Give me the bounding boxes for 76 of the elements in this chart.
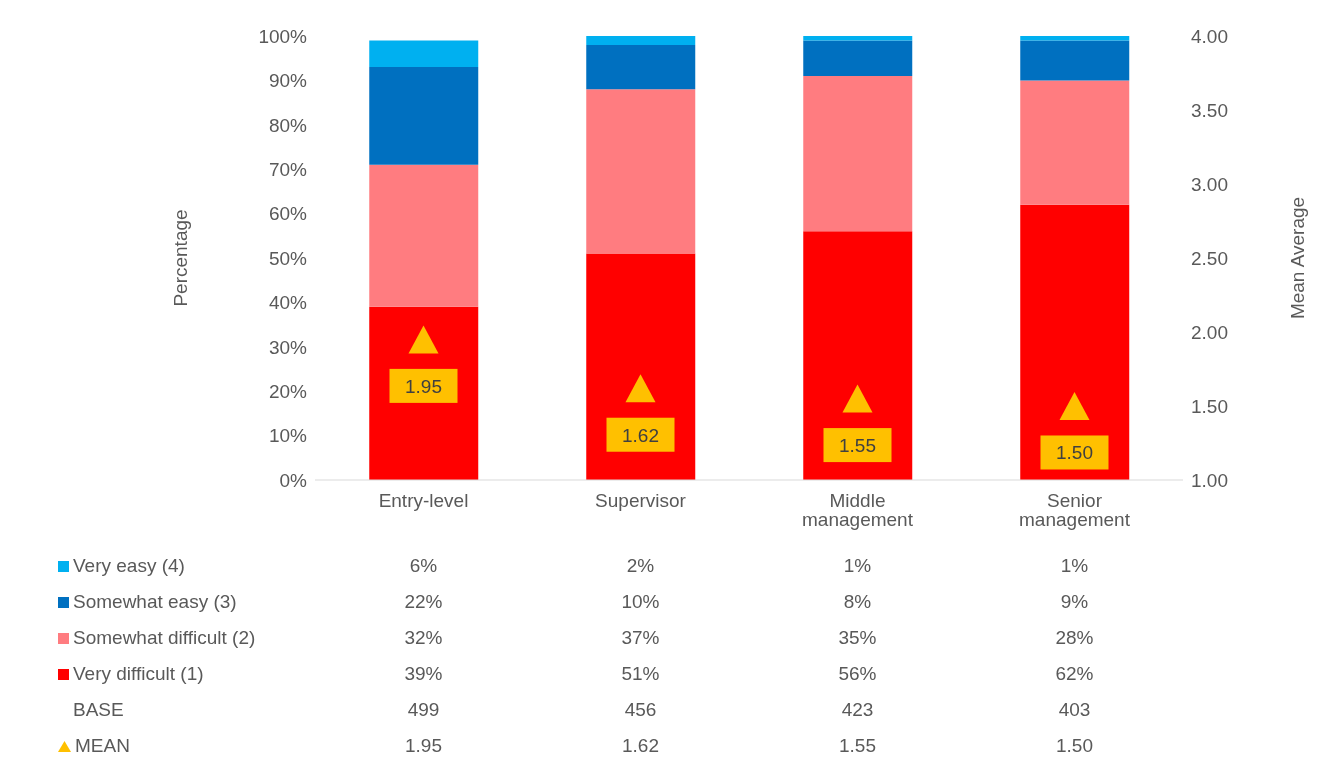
y2-tick-label: 4.00 xyxy=(1191,25,1228,47)
y-tick-label: 60% xyxy=(268,203,308,225)
data-label: 6% xyxy=(408,554,439,578)
legend-label: Very easy (4) xyxy=(73,554,185,578)
x-tick-label: Senior management xyxy=(1019,490,1131,531)
data-label: 39% xyxy=(403,662,444,686)
data-label: 8% xyxy=(842,590,873,614)
y-tick-label: 70% xyxy=(268,158,308,180)
y2-tick-label: 1.50 xyxy=(1191,395,1228,417)
legend-label: Very difficult (1) xyxy=(73,662,204,686)
data-label: 35% xyxy=(837,626,878,650)
bar xyxy=(586,36,696,45)
data-label: 1.95 xyxy=(404,734,443,758)
bar xyxy=(803,36,913,41)
bar xyxy=(369,164,479,307)
x-tick-label: Entry-level xyxy=(378,490,469,512)
y2-tick-label: 2.00 xyxy=(1191,321,1228,343)
data-label: 1.50 xyxy=(1055,734,1094,758)
bar xyxy=(369,67,479,165)
data-label: 51% xyxy=(620,662,661,686)
data-label: 2% xyxy=(625,554,656,578)
point xyxy=(842,384,873,413)
y-tick-label: 100% xyxy=(258,25,308,47)
bar xyxy=(1020,40,1130,81)
bar xyxy=(1020,80,1130,205)
text: 423 xyxy=(840,698,875,722)
text: 1.55 xyxy=(839,435,876,457)
point xyxy=(1059,392,1090,420)
y-tick-label: 80% xyxy=(268,114,308,136)
legend-label: Somewhat easy (3) xyxy=(73,590,237,614)
text: BASE xyxy=(73,698,124,722)
data-label: 37% xyxy=(620,626,661,650)
y-tick-label: 0% xyxy=(279,469,308,491)
text: 499 xyxy=(406,698,441,722)
data-label: 62% xyxy=(1054,662,1095,686)
bar xyxy=(803,231,913,480)
x-tick-label: Supervisor xyxy=(595,490,687,512)
y2-tick-label: 2.50 xyxy=(1191,247,1228,269)
text: 456 xyxy=(623,698,658,722)
data-label: 1% xyxy=(842,554,873,578)
x-tick-label: Middle management xyxy=(802,490,914,531)
y-tick-label: 40% xyxy=(268,292,308,314)
bar xyxy=(1020,204,1130,480)
y2-tick-label: 3.00 xyxy=(1191,173,1228,195)
bar xyxy=(1020,36,1130,41)
text: 403 xyxy=(1057,698,1092,722)
y-axis-title: Percentage xyxy=(169,209,191,307)
data-label: 1% xyxy=(1059,554,1090,578)
data-label: 1.62 xyxy=(621,734,660,758)
data-label: 56% xyxy=(837,662,878,686)
y2-axis-title: Mean Average xyxy=(1286,196,1308,320)
text: 1.95 xyxy=(405,375,442,397)
bar xyxy=(803,75,913,232)
text: 1.62 xyxy=(622,424,659,446)
data-label: 32% xyxy=(403,626,444,650)
legend-label: MEAN xyxy=(75,734,130,758)
y2-tick-label: 1.00 xyxy=(1191,469,1228,491)
y2-tick-label: 3.50 xyxy=(1191,99,1228,121)
bar xyxy=(586,44,696,90)
legend-label: Somewhat difficult (2) xyxy=(73,626,256,650)
data-label: 28% xyxy=(1054,626,1095,650)
text: 1.50 xyxy=(1056,442,1093,464)
bar xyxy=(803,40,913,76)
point xyxy=(625,374,656,403)
bar xyxy=(369,40,479,68)
data-label: 9% xyxy=(1059,590,1090,614)
point xyxy=(408,325,439,354)
data-label: 10% xyxy=(620,590,661,614)
bar xyxy=(586,89,696,254)
y-tick-label: 30% xyxy=(268,336,308,358)
y-tick-label: 20% xyxy=(268,380,308,402)
y-tick-label: 90% xyxy=(268,70,308,92)
y-tick-label: 50% xyxy=(268,247,308,269)
y-tick-label: 10% xyxy=(268,425,308,447)
data-label: 1.55 xyxy=(838,734,877,758)
data-label: 22% xyxy=(403,590,444,614)
